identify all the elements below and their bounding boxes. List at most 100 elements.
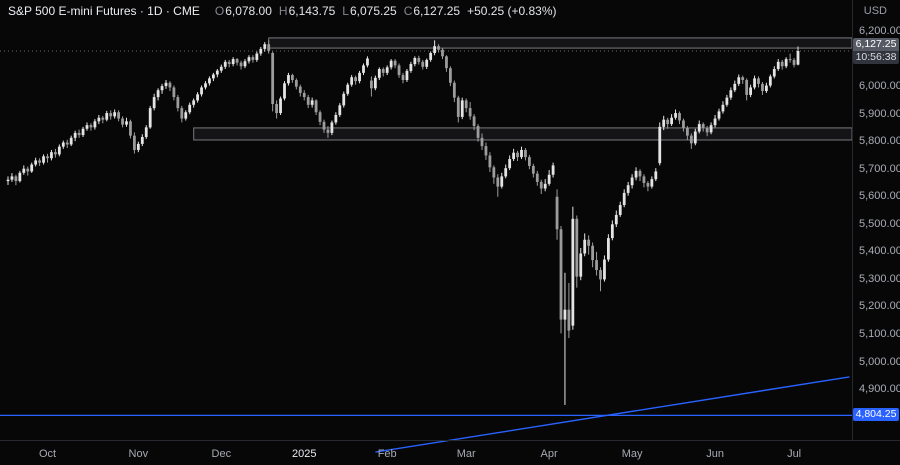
candle	[401, 72, 405, 84]
time-axis-label: Jul	[787, 447, 802, 460]
candle	[429, 51, 433, 62]
candle	[417, 55, 421, 65]
open-value: 6,078.00	[225, 4, 272, 18]
candle	[472, 114, 476, 131]
candle	[682, 118, 685, 132]
candle	[709, 122, 713, 135]
candle	[227, 59, 231, 68]
candle	[445, 55, 448, 72]
candle	[713, 114, 717, 128]
candle	[6, 176, 10, 185]
candle	[543, 179, 547, 192]
candle	[701, 122, 705, 132]
time-axis-label: Mar	[456, 447, 476, 460]
candle	[737, 74, 741, 87]
candle	[109, 110, 113, 120]
bar-countdown: 10:56:38	[853, 51, 899, 64]
candle	[192, 98, 196, 108]
candle	[634, 167, 638, 181]
candle	[531, 163, 535, 178]
candle	[267, 40, 271, 54]
candle	[765, 82, 768, 93]
candle	[753, 75, 756, 90]
candle	[294, 78, 298, 90]
candle	[215, 69, 219, 78]
candle	[425, 58, 429, 69]
level-box[interactable]	[268, 37, 853, 49]
candle	[65, 139, 69, 149]
currency-label[interactable]: USD	[863, 5, 887, 17]
last-price-badge: 6,127.25 10:56:38	[853, 38, 899, 64]
candle	[271, 51, 275, 112]
candle	[618, 201, 622, 217]
candle	[255, 51, 259, 62]
candle	[54, 148, 57, 158]
symbol-legend: S&P 500 E-mini Futures · 1D · CME O 6,078…	[8, 4, 557, 18]
candle	[583, 233, 587, 257]
candle	[524, 148, 527, 161]
price-axis-label: 5,300.00	[859, 272, 900, 285]
candle	[208, 76, 211, 86]
price-axis-label: 6,000.00	[859, 80, 900, 93]
candle	[389, 59, 393, 70]
candle	[239, 60, 243, 70]
candle	[46, 153, 49, 163]
candle	[18, 170, 22, 183]
close-label: C	[403, 4, 413, 18]
candle	[622, 189, 626, 208]
trend-line[interactable]	[375, 376, 850, 453]
candle	[81, 126, 85, 138]
candle	[243, 59, 247, 69]
candle	[318, 110, 322, 126]
candle	[235, 57, 239, 66]
candle	[654, 168, 658, 182]
candle	[42, 154, 45, 165]
candle	[354, 75, 357, 85]
symbol-title[interactable]: S&P 500 E-mini Futures · 1D · CME	[8, 4, 200, 18]
candle	[219, 64, 223, 73]
candle	[366, 56, 369, 68]
candle	[772, 66, 776, 79]
candle	[381, 67, 385, 77]
candlestick-series	[6, 40, 800, 405]
candle	[741, 75, 745, 84]
candle	[180, 105, 184, 123]
candle	[251, 55, 255, 63]
candle	[441, 48, 444, 60]
candle	[449, 66, 452, 87]
candle	[22, 165, 26, 175]
level-price-badge: 4,804.25	[853, 408, 899, 422]
candle	[717, 108, 721, 121]
candle	[776, 59, 780, 71]
candle	[14, 174, 18, 186]
candle	[144, 125, 148, 139]
candle	[310, 97, 314, 108]
candle	[279, 96, 282, 115]
candle	[393, 59, 397, 69]
candle	[117, 110, 120, 122]
price-axis-label: 4,900.00	[859, 383, 900, 395]
candle	[686, 126, 689, 140]
price-axis[interactable]: 6,200.00 6,000.00 5,900.00 5,800.00 5,700.00…	[852, 0, 900, 440]
candle	[136, 141, 140, 153]
time-axis-label: 2025	[292, 447, 317, 460]
candle	[85, 122, 89, 131]
candle	[200, 85, 203, 97]
high-value: 6,143.75	[288, 4, 336, 18]
candle	[377, 67, 381, 81]
candle	[784, 57, 788, 69]
candle	[516, 150, 519, 161]
candle	[733, 80, 737, 93]
candle	[385, 65, 389, 76]
candle	[405, 69, 409, 82]
candle	[551, 162, 555, 178]
price-axis-label: 5,500.00	[859, 217, 900, 230]
level-box[interactable]	[193, 127, 853, 141]
time-axis[interactable]: Oct Nov Dec 2025 Feb Mar Apr May Jun Jul	[0, 440, 900, 465]
candle	[370, 76, 373, 97]
candle	[697, 120, 701, 134]
candle	[322, 119, 326, 133]
candle	[535, 170, 539, 186]
